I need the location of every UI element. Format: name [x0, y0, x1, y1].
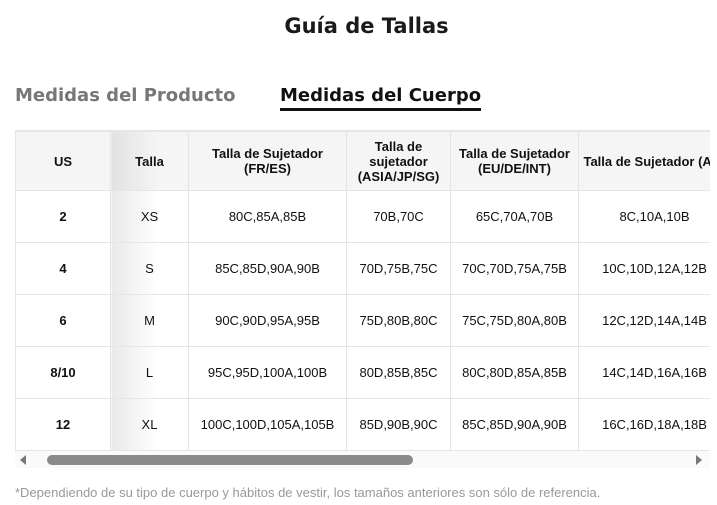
table-cell: M [110, 294, 189, 347]
page-title: Guía de Tallas [284, 14, 449, 38]
table-cell: 12 [15, 398, 111, 451]
table-cell: 70D,75B,75C [346, 242, 451, 295]
table-cell: S [110, 242, 189, 295]
table-row: 6 M 90C,90D,95A,95B 75D,80B,80C 75C,75D,80A,… [15, 294, 710, 347]
table-cell: 85D,90B,90C [346, 398, 451, 451]
table-cell: 10C,10D,12A,12B [578, 242, 710, 295]
column-header: Talla de Sujetador (AU) [578, 131, 710, 191]
table-header-row: US Talla Talla de Sujetador (FR/ES) Talla d… [15, 131, 710, 191]
tab-body-measurements[interactable]: Medidas del Cuerpo [280, 85, 482, 111]
table-cell: 75D,80B,80C [346, 294, 451, 347]
scroll-left-arrow-icon[interactable] [20, 455, 26, 465]
scrollbar-thumb[interactable] [47, 455, 413, 465]
table-cell: 8/10 [15, 346, 111, 399]
table-cell: L [110, 346, 189, 399]
column-header: Talla de Sujetador (EU/DE/INT) [450, 131, 579, 191]
table-cell: 14C,14D,16A,16B [578, 346, 710, 399]
table-cell: 8C,10A,10B [578, 190, 710, 243]
table-cell: 65C,70A,70B [450, 190, 579, 243]
table-cell: XL [110, 398, 189, 451]
column-header: US [15, 131, 111, 191]
table-row: 4 S 85C,85D,90A,90B 70D,75B,75C 70C,70D,75A,… [15, 242, 710, 295]
table-row: 12 XL 100C,100D,105A,105B 85D,90B,90C 85C,85… [15, 398, 710, 451]
table-cell: 2 [15, 190, 111, 243]
size-table-container: US Talla Talla de Sujetador (FR/ES) Talla d… [15, 130, 710, 451]
scroll-right-arrow-icon[interactable] [696, 455, 702, 465]
table-cell: 80D,85B,85C [346, 346, 451, 399]
table-cell: 80C,85A,85B [188, 190, 347, 243]
table-row: 2 XS 80C,85A,85B 70B,70C 65C,70A,70B 8C,10A,1… [15, 190, 710, 243]
column-header: Talla [110, 131, 189, 191]
table-cell: 70C,70D,75A,75B [450, 242, 579, 295]
table-cell: 12C,12D,14A,14B [578, 294, 710, 347]
table-row: 8/10 L 95C,95D,100A,100B 80D,85B,85C 80C,80D… [15, 346, 710, 399]
column-header: Talla de sujetador (ASIA/JP/SG) [346, 131, 451, 191]
horizontal-scrollbar[interactable] [15, 451, 710, 468]
reference-note: *Dependiendo de su tipo de cuerpo y hábi… [15, 485, 601, 500]
table-cell: 80C,80D,85A,85B [450, 346, 579, 399]
tab-product-measurements[interactable]: Medidas del Producto [15, 85, 236, 106]
table-cell: 85C,85D,90A,90B [188, 242, 347, 295]
table-cell: 4 [15, 242, 111, 295]
table-cell: 75C,75D,80A,80B [450, 294, 579, 347]
table-cell: 90C,90D,95A,95B [188, 294, 347, 347]
table-cell: 70B,70C [346, 190, 451, 243]
table-cell: 85C,85D,90A,90B [450, 398, 579, 451]
table-cell: 100C,100D,105A,105B [188, 398, 347, 451]
table-cell: 16C,16D,18A,18B [578, 398, 710, 451]
table-cell: XS [110, 190, 189, 243]
column-header: Talla de Sujetador (FR/ES) [188, 131, 347, 191]
size-table: US Talla Talla de Sujetador (FR/ES) Talla d… [15, 131, 710, 451]
table-cell: 95C,95D,100A,100B [188, 346, 347, 399]
table-cell: 6 [15, 294, 111, 347]
